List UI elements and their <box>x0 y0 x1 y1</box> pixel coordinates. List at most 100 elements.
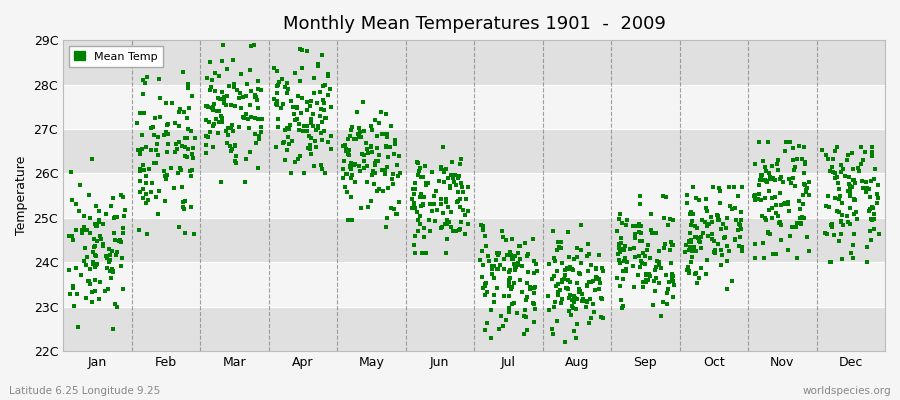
Point <box>684 248 698 254</box>
Point <box>184 204 198 210</box>
Point <box>487 292 501 298</box>
Point <box>175 143 189 150</box>
Point <box>705 230 719 237</box>
Point <box>417 224 431 231</box>
Point <box>178 153 193 159</box>
Point <box>303 146 318 153</box>
Point <box>786 145 800 152</box>
Point <box>381 185 395 191</box>
Point <box>788 182 802 189</box>
Point <box>214 113 229 119</box>
Point <box>232 124 247 130</box>
Point <box>528 260 543 267</box>
Point <box>572 286 586 292</box>
Bar <box>63 218 885 262</box>
Point <box>841 212 855 219</box>
Point <box>834 218 849 224</box>
Point <box>596 315 610 321</box>
Point <box>253 86 267 93</box>
Point <box>491 285 505 292</box>
Point <box>320 73 335 79</box>
Point <box>688 248 703 254</box>
Point <box>281 133 295 140</box>
Point <box>315 119 329 125</box>
Point <box>830 174 844 180</box>
Point <box>270 83 284 89</box>
Point <box>86 155 100 162</box>
Point <box>554 279 569 285</box>
Point <box>99 211 113 217</box>
Point <box>374 109 388 115</box>
Point <box>761 230 776 236</box>
Point <box>639 272 653 278</box>
Point <box>73 182 87 188</box>
Point <box>518 307 532 314</box>
Point <box>375 130 390 137</box>
Point <box>722 184 736 190</box>
Point <box>390 162 404 168</box>
Point <box>113 238 128 245</box>
Point <box>551 289 565 296</box>
Point <box>67 303 81 310</box>
Point <box>666 282 680 288</box>
Point <box>682 211 697 218</box>
Point <box>824 220 839 227</box>
Point <box>834 256 849 262</box>
Point <box>828 170 842 176</box>
Point <box>847 211 861 218</box>
Point <box>453 204 467 210</box>
Point <box>475 248 490 254</box>
Point <box>237 115 251 122</box>
Point <box>772 176 787 182</box>
Point <box>170 145 184 152</box>
Point <box>71 324 86 330</box>
Point <box>595 296 609 302</box>
Point <box>615 234 629 241</box>
Point <box>378 171 392 177</box>
Point <box>593 279 608 286</box>
Point <box>820 192 834 199</box>
Point <box>176 69 190 75</box>
Point <box>350 109 365 115</box>
Point <box>630 222 644 229</box>
Point <box>815 147 830 154</box>
Point <box>762 231 777 237</box>
Point <box>717 235 732 241</box>
Point <box>250 104 265 111</box>
Point <box>223 148 238 155</box>
Point <box>219 128 233 134</box>
Point <box>782 233 796 240</box>
Point <box>310 122 325 129</box>
Point <box>143 188 157 195</box>
Point <box>181 84 195 91</box>
Point <box>760 178 774 185</box>
Point <box>595 265 609 272</box>
Point <box>864 216 878 223</box>
Point <box>476 227 491 233</box>
Point <box>405 205 419 212</box>
Point <box>636 250 651 256</box>
Point <box>346 172 360 178</box>
Point <box>180 135 194 141</box>
Point <box>425 208 439 214</box>
Point <box>776 179 790 186</box>
Point <box>508 267 522 273</box>
Point <box>683 211 698 218</box>
Point <box>867 216 881 222</box>
Point <box>563 279 578 286</box>
Point <box>379 110 393 117</box>
Point <box>682 239 697 246</box>
Point <box>559 285 573 291</box>
Point <box>728 236 742 242</box>
Point <box>482 258 497 264</box>
Point <box>683 244 698 250</box>
Y-axis label: Temperature: Temperature <box>15 156 28 235</box>
Point <box>282 141 296 147</box>
Point <box>252 133 266 139</box>
Point <box>372 120 386 127</box>
Point <box>520 253 535 259</box>
Point <box>113 263 128 269</box>
Point <box>272 79 286 86</box>
Point <box>175 184 189 190</box>
Point <box>613 283 627 289</box>
